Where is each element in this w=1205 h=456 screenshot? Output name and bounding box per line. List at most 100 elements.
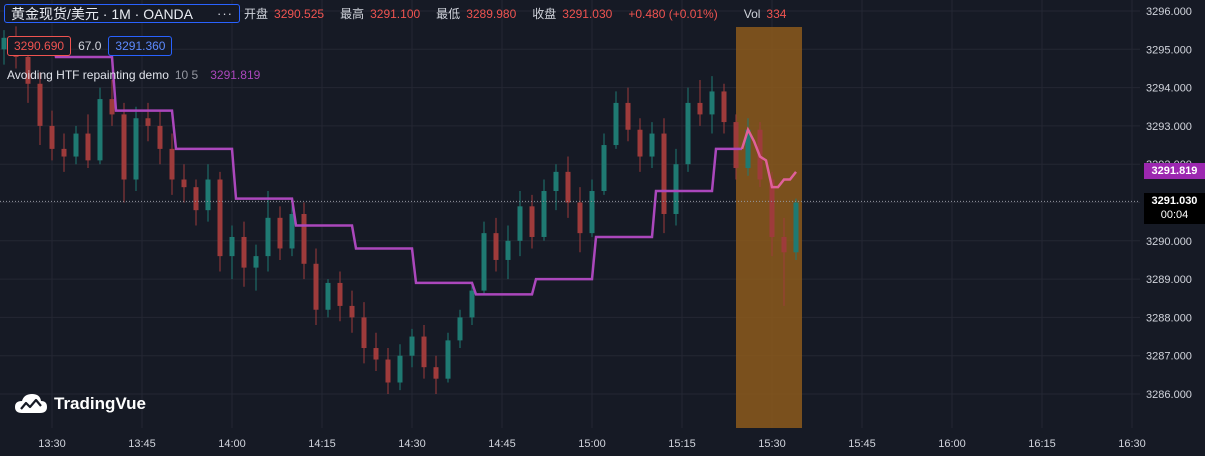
time-tick-label: 14:00: [218, 438, 246, 450]
logo-text: TradingVue: [54, 394, 146, 413]
candle: [109, 79, 115, 126]
close-value: 3291.030: [562, 6, 613, 21]
time-tick-label: 16:15: [1028, 438, 1056, 450]
countdown-timer: 00:04: [1160, 209, 1189, 222]
candle: [397, 344, 403, 391]
candle: [709, 76, 715, 134]
candle: [265, 191, 271, 272]
candle: [721, 83, 727, 134]
candle: [529, 194, 535, 249]
candle: [97, 87, 103, 165]
candle: [253, 244, 259, 291]
candle: [217, 171, 223, 272]
price-tick-label: 3294.000: [1146, 83, 1192, 95]
candle: [85, 114, 91, 169]
candle: [157, 110, 163, 165]
candle: [517, 191, 523, 257]
time-tick-label: 15:45: [848, 438, 876, 450]
candle: [241, 221, 247, 287]
candle: [61, 133, 67, 172]
time-tick-label: 16:30: [1118, 438, 1146, 450]
candle: [457, 309, 463, 349]
candle: [601, 133, 607, 195]
candle: [493, 217, 499, 272]
time-tick-label: 15:00: [578, 438, 606, 450]
candle: [133, 106, 139, 192]
candle: [697, 79, 703, 126]
candle: [145, 102, 151, 142]
candle: [289, 202, 295, 257]
sell-price-button[interactable]: 3290.690: [7, 36, 72, 56]
open-value: 3290.525: [274, 6, 325, 21]
price-tick-label: 3295.000: [1146, 44, 1192, 56]
candle: [541, 179, 547, 241]
indicator-layer: [10, 36, 797, 296]
candle: [637, 118, 643, 172]
candle: [409, 328, 415, 368]
time-tick-label: 13:45: [128, 438, 156, 450]
indicator-step-line: [10, 36, 742, 296]
chart-grid: [0, 0, 1140, 428]
candle: [49, 110, 55, 161]
candle: [313, 248, 319, 326]
indicator-live-line: [740, 126, 797, 189]
symbol-selector[interactable]: 黄金现货/美元 · 1M · OANDA ···: [4, 4, 241, 23]
more-options-icon[interactable]: ···: [217, 6, 234, 21]
candle: [445, 332, 451, 383]
candle: [505, 225, 511, 280]
time-tick-label: 14:30: [398, 438, 426, 450]
candle: [193, 179, 199, 226]
candle: [37, 72, 43, 146]
candle: [733, 114, 739, 180]
price-tick-label: 3286.000: [1146, 389, 1192, 401]
indicator-name: Avoiding HTF repainting demo: [7, 68, 169, 82]
candle: [577, 187, 583, 253]
indicator-legend[interactable]: Avoiding HTF repainting demo 10 5 3291.8…: [7, 68, 260, 82]
volume-value: 334: [766, 6, 787, 21]
high-label: 最高: [340, 7, 365, 21]
candle: [181, 164, 187, 203]
last-price-tag: 3291.030 00:04: [1144, 193, 1205, 225]
session-highlight: [736, 27, 802, 428]
price-tick-label: 3289.000: [1146, 274, 1192, 286]
indicator-price-tag: 3291.819: [1144, 163, 1205, 180]
spread-value: 67.0: [78, 39, 102, 53]
price-tick-label: 3287.000: [1146, 351, 1192, 363]
candle: [781, 217, 787, 306]
buy-price-button[interactable]: 3291.360: [108, 36, 173, 56]
price-tick-label: 3296.000: [1146, 6, 1192, 18]
bid-ask-row: 3290.690 67.0 3291.360: [7, 36, 173, 56]
price-axis[interactable]: 3296.0003295.0003294.0003293.0003292.000…: [1146, 6, 1192, 401]
price-tick-label: 3288.000: [1146, 312, 1192, 324]
change-value: +0.480 (+0.01%): [628, 6, 718, 21]
candle: [685, 87, 691, 172]
symbol-title: 黄金现货/美元 · 1M · OANDA: [11, 5, 194, 22]
low-value: 3289.980: [466, 6, 517, 21]
candle: [349, 290, 355, 333]
candle: [73, 125, 79, 165]
candle: [625, 87, 631, 142]
time-tick-label: 15:15: [668, 438, 696, 450]
candle: [553, 164, 559, 211]
candle: [421, 325, 427, 379]
time-tick-label: 15:30: [758, 438, 786, 450]
last-price-value: 3291.030: [1151, 195, 1198, 208]
time-axis[interactable]: 13:30 13:45 14:00 14:15 14:30 14:45 15:00 15:15…: [38, 438, 1146, 450]
candles-layer: [1, 26, 799, 394]
candle: [121, 102, 127, 203]
chart-legend: 黄金现货/美元 · 1M · OANDA ··· 开盘 3290.525 最高 …: [4, 4, 802, 23]
candle: [373, 332, 379, 372]
candle: [649, 122, 655, 169]
candle: [1, 30, 7, 65]
time-tick-label: 16:00: [938, 438, 966, 450]
price-tick-label: 3293.000: [1146, 121, 1192, 133]
candle: [169, 133, 175, 195]
high-value: 3291.100: [370, 6, 421, 21]
price-tick-label: 3290.000: [1146, 236, 1192, 248]
candle: [205, 164, 211, 222]
candle: [301, 202, 307, 280]
candle: [469, 282, 475, 326]
candle: [385, 348, 391, 394]
time-tick-label: 14:45: [488, 438, 516, 450]
